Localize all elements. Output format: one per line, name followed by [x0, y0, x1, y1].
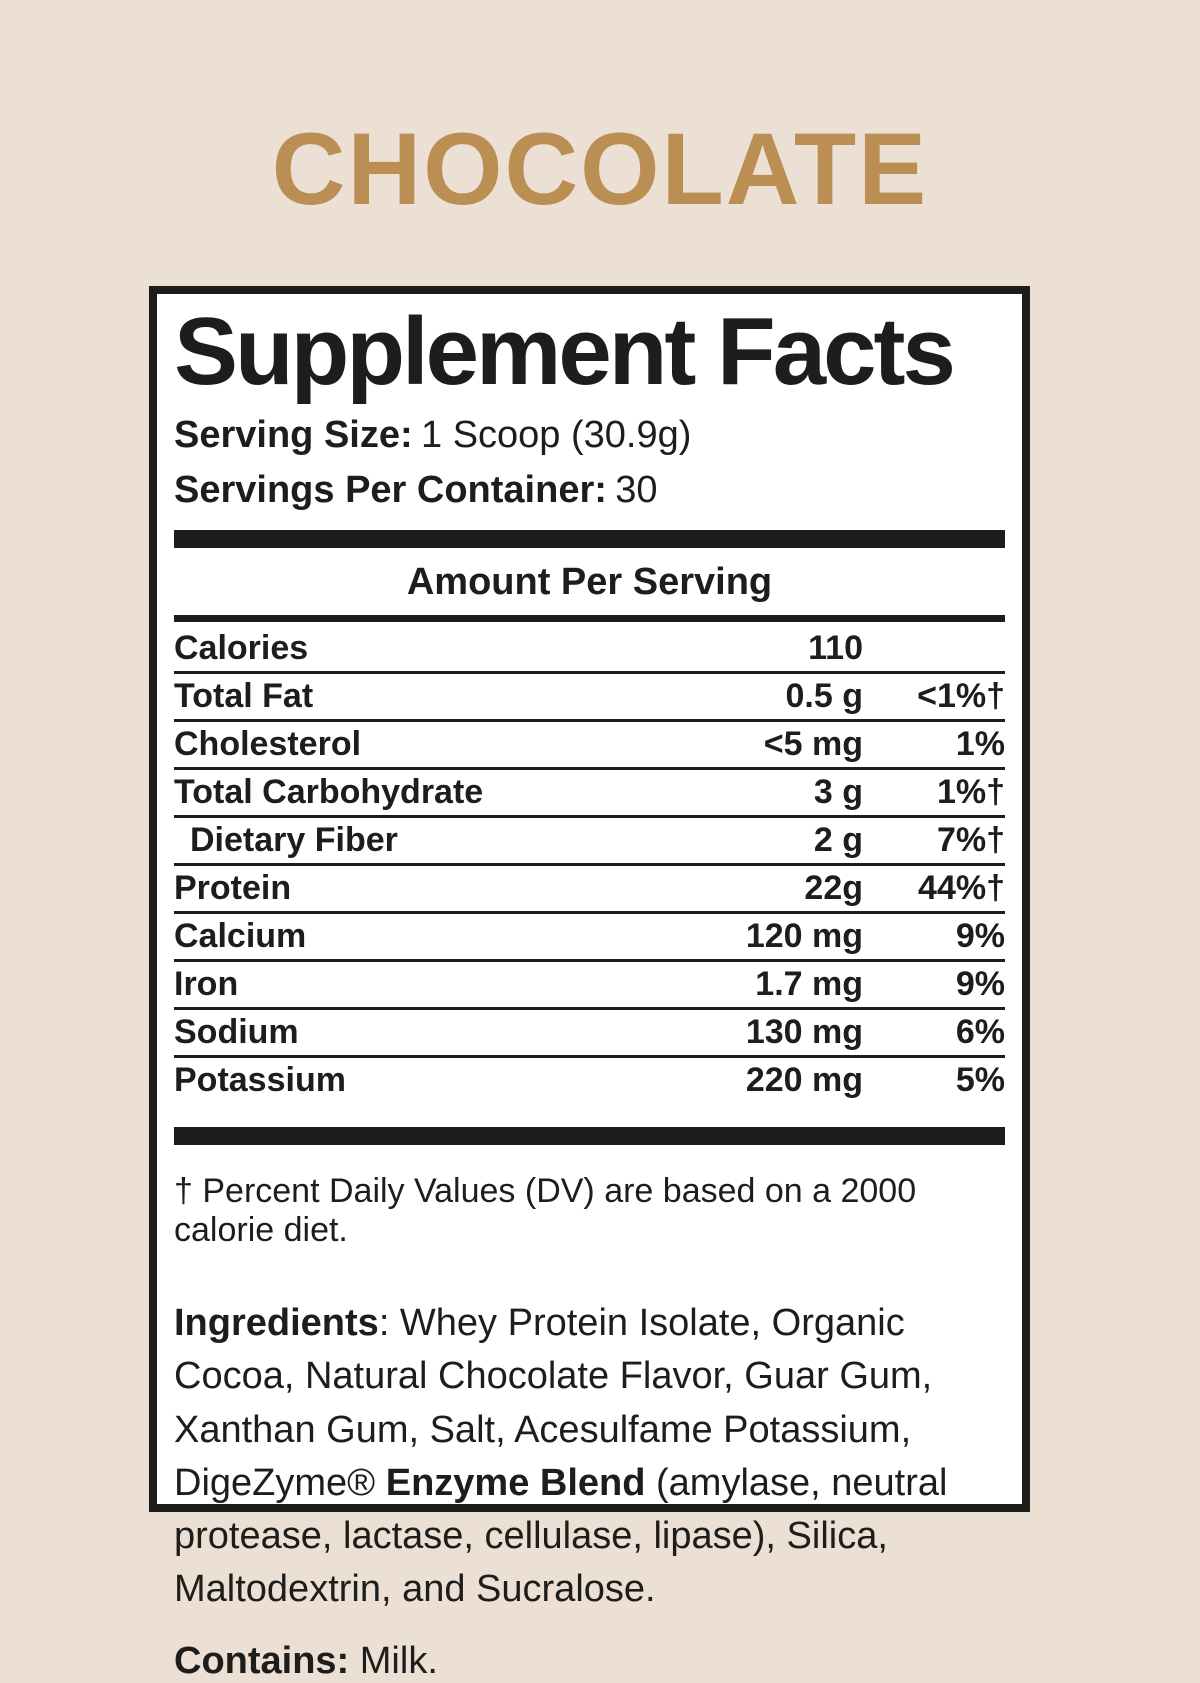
nutrient-amount: 120 mg — [745, 917, 863, 956]
nutrient-name: Iron — [174, 965, 239, 1004]
ingredients-text-1: : Whey Protein Isolate, Organic Cocoa, N… — [174, 1302, 933, 1504]
ingredients-text-2: (amylase, neutral protease, lactase, cel… — [174, 1461, 948, 1611]
nutrient-row: Potassium 220 mg 5% — [174, 1058, 1005, 1103]
contains-line: Contains: Milk. — [174, 1640, 1005, 1683]
servings-per-container-label: Servings Per Container: — [174, 468, 607, 511]
nutrient-amount: 1.7 mg — [755, 965, 863, 1004]
nutrient-table: Calories 110 Total Fat 0.5 g <1%† Choles… — [174, 622, 1005, 1103]
daily-value-footnote: † Percent Daily Values (DV) are based on… — [174, 1172, 917, 1250]
nutrient-name: Potassium — [174, 1061, 346, 1100]
ingredients-label: Ingredients — [174, 1302, 379, 1345]
nutrient-daily-value: 9% — [955, 965, 1005, 1004]
ingredients-paragraph: Ingredients: Whey Protein Isolate, Organ… — [174, 1297, 1005, 1616]
nutrient-daily-value: 7%† — [936, 821, 1005, 860]
nutrient-row: Iron 1.7 mg 9% — [174, 962, 1005, 1011]
nutrient-amount: 2 g — [813, 821, 863, 860]
nutrient-row: Calories 110 — [174, 622, 1005, 675]
nutrient-amount: 0.5 g — [785, 677, 863, 716]
nutrient-row: Total Fat 0.5 g <1%† — [174, 674, 1005, 723]
nutrient-row: Protein 22g 44%† — [174, 866, 1005, 915]
nutrient-name: Cholesterol — [174, 725, 362, 764]
nutrient-row: Dietary Fiber 2 g 7%† — [174, 818, 1005, 867]
nutrient-amount: 130 mg — [745, 1013, 863, 1052]
divider-thick-top — [174, 530, 1005, 549]
supplement-facts-heading: Supplement Facts — [174, 298, 956, 405]
serving-size-label: Serving Size: — [174, 413, 413, 456]
nutrient-name: Calories — [174, 629, 309, 668]
nutrient-daily-value: 5% — [955, 1061, 1005, 1100]
serving-size-value: 1 Scoop (30.9g) — [421, 413, 692, 456]
ingredients-enzyme-blend-bold: Enzyme Blend — [385, 1461, 646, 1504]
nutrient-daily-value: 44%† — [918, 869, 1005, 908]
contains-value: Milk. — [349, 1640, 438, 1683]
nutrient-amount: 220 mg — [745, 1061, 863, 1100]
nutrient-name: Protein — [174, 869, 292, 908]
nutrient-daily-value: 9% — [955, 917, 1005, 956]
nutrient-name: Total Carbohydrate — [174, 773, 484, 812]
nutrient-name: Dietary Fiber — [190, 821, 398, 860]
nutrient-row: Cholesterol <5 mg 1% — [174, 722, 1005, 771]
contains-label: Contains: — [174, 1640, 350, 1683]
amount-per-serving-header: Amount Per Serving — [406, 561, 773, 604]
nutrient-daily-value: 6% — [955, 1013, 1005, 1052]
nutrient-row: Calcium 120 mg 9% — [174, 914, 1005, 963]
nutrient-name: Calcium — [174, 917, 307, 956]
nutrient-amount: <5 mg — [763, 725, 863, 764]
nutrient-daily-value: 1%† — [936, 773, 1005, 812]
supplement-facts-panel: Supplement Facts Serving Size: 1 Scoop (3… — [149, 286, 1030, 1682]
nutrient-amount: 3 g — [813, 773, 863, 812]
nutrient-amount: 110 — [808, 629, 863, 668]
nutrient-name: Sodium — [174, 1013, 299, 1052]
servings-per-container-value: 30 — [615, 468, 658, 511]
nutrient-row: Sodium 130 mg 6% — [174, 1010, 1005, 1059]
flavor-title: CHOCOLATE — [271, 112, 929, 226]
serving-size-line: Serving Size: 1 Scoop (30.9g) — [174, 408, 1005, 463]
nutrient-row: Total Carbohydrate 3 g 1%† — [174, 770, 1005, 819]
nutrient-daily-value: <1%† — [917, 677, 1005, 716]
nutrient-amount: 22g — [804, 869, 863, 908]
divider-thick-bottom — [174, 1127, 1005, 1146]
nutrient-daily-value: 1% — [955, 725, 1005, 764]
servings-per-container-line: Servings Per Container: 30 — [174, 463, 1005, 518]
divider-medium — [174, 615, 1005, 623]
nutrient-name: Total Fat — [174, 677, 314, 716]
